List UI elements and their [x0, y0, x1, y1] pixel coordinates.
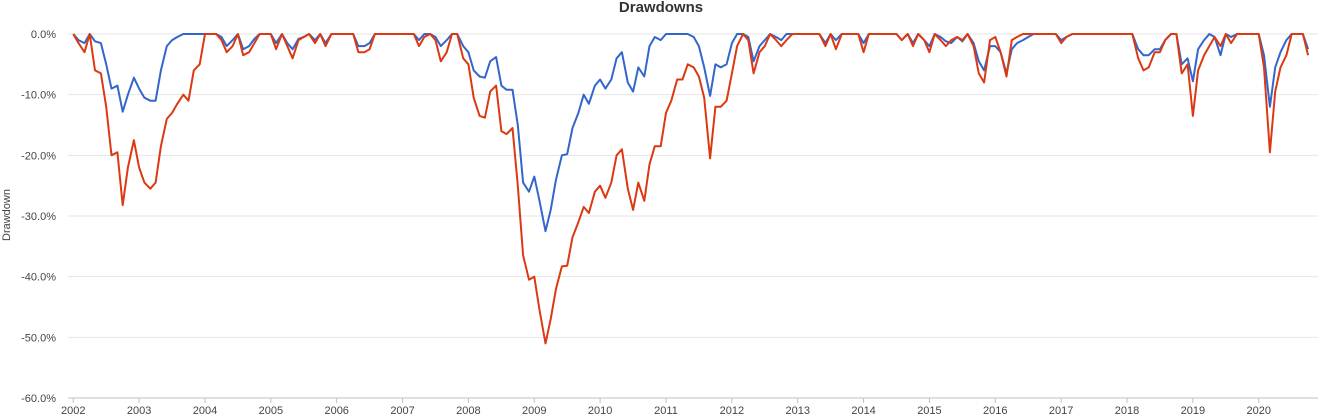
- x-tick-label: 2020: [1246, 405, 1270, 417]
- chart-title: Drawdowns: [619, 0, 703, 16]
- y-tick-label: -30.0%: [21, 211, 56, 223]
- y-tick-label: -50.0%: [21, 332, 56, 344]
- y-tick-label: -20.0%: [21, 150, 56, 162]
- x-tick-label: 2018: [1115, 405, 1139, 417]
- x-axis-ticks: 2002 2003 2004 2005 2006 2007 2008 2009 2010 2011…: [61, 398, 1271, 417]
- x-tick-label: 2017: [1049, 405, 1073, 417]
- y-tick-label: 0.0%: [31, 29, 56, 41]
- x-tick-label: 2008: [456, 405, 480, 417]
- x-tick-label: 2002: [61, 405, 85, 417]
- y-axis-ticks: 0.0% -10.0% -20.0% -30.0% -40.0% -50.0% -60.0%: [21, 29, 56, 405]
- series-lines: [72, 33, 1310, 345]
- x-tick-label: 2011: [654, 405, 678, 417]
- x-tick-label: 2006: [324, 405, 348, 417]
- x-tick-label: 2019: [1181, 405, 1205, 417]
- x-tick-label: 2003: [127, 405, 151, 417]
- x-tick-label: 2009: [522, 405, 546, 417]
- x-tick-label: 2012: [720, 405, 744, 417]
- x-tick-label: 2016: [983, 405, 1007, 417]
- y-tick-label: -60.0%: [21, 393, 56, 405]
- x-tick-label: 2005: [259, 405, 283, 417]
- x-tick-label: 2015: [917, 405, 941, 417]
- x-tick-label: 2014: [851, 405, 875, 417]
- gridlines: [68, 33, 1318, 399]
- series-line-1: [72, 33, 1310, 233]
- x-tick-label: 2010: [588, 405, 612, 417]
- x-tick-label: 2007: [390, 405, 414, 417]
- x-tick-label: 2013: [785, 405, 809, 417]
- y-axis-label: Drawdown: [1, 189, 13, 241]
- y-tick-label: -10.0%: [21, 90, 56, 102]
- y-tick-label: -40.0%: [21, 272, 56, 284]
- series-line-2: [72, 33, 1310, 345]
- x-tick-label: 2004: [193, 405, 217, 417]
